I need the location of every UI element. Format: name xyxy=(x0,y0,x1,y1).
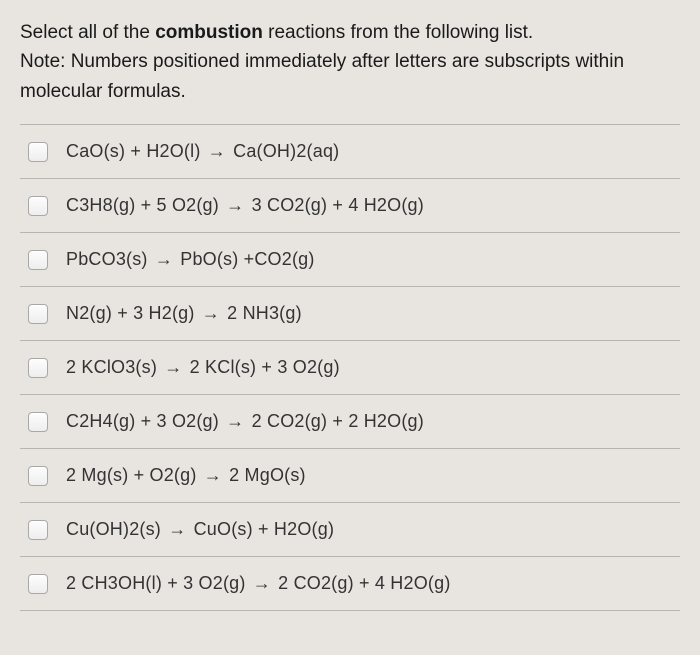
arrow-icon: → xyxy=(206,141,228,162)
reaction-lhs: 2 KClO3(s) xyxy=(66,357,157,377)
reaction-rhs: Ca(OH)2(aq) xyxy=(233,141,339,161)
option-row[interactable]: N2(g) + 3 H2(g) → 2 NH3(g) xyxy=(20,287,680,341)
reaction-rhs: 2 CO2(g) + 4 H2O(g) xyxy=(278,573,450,593)
option-row[interactable]: PbCO3(s) → PbO(s) +CO2(g) xyxy=(20,233,680,287)
option-row[interactable]: CaO(s) + H2O(l) → Ca(OH)2(aq) xyxy=(20,125,680,179)
option-label: 2 KClO3(s) → 2 KCl(s) + 3 O2(g) xyxy=(66,357,670,378)
reaction-lhs: Cu(OH)2(s) xyxy=(66,519,161,539)
reaction-lhs: N2(g) + 3 H2(g) xyxy=(66,303,195,323)
reaction-rhs: CuO(s) + H2O(g) xyxy=(194,519,335,539)
option-row[interactable]: 2 KClO3(s) → 2 KCl(s) + 3 O2(g) xyxy=(20,341,680,395)
question-note: Note: Numbers positioned immediately aft… xyxy=(20,51,624,101)
reaction-rhs: 2 CO2(g) + 2 H2O(g) xyxy=(252,411,424,431)
arrow-icon: → xyxy=(200,303,222,324)
arrow-icon: → xyxy=(251,573,273,594)
reaction-rhs: 2 NH3(g) xyxy=(227,303,302,323)
reaction-rhs: 2 KCl(s) + 3 O2(g) xyxy=(190,357,340,377)
arrow-icon: → xyxy=(162,357,184,378)
option-label: CaO(s) + H2O(l) → Ca(OH)2(aq) xyxy=(66,141,670,162)
option-label: PbCO3(s) → PbO(s) +CO2(g) xyxy=(66,249,670,270)
reaction-rhs: 2 MgO(s) xyxy=(229,465,306,485)
question-part1: Select all of the xyxy=(20,22,155,43)
option-label: 2 CH3OH(l) + 3 O2(g) → 2 CO2(g) + 4 H2O(… xyxy=(66,573,670,594)
reaction-rhs: 3 CO2(g) + 4 H2O(g) xyxy=(252,195,424,215)
option-label: C3H8(g) + 5 O2(g) → 3 CO2(g) + 4 H2O(g) xyxy=(66,195,670,216)
option-label: Cu(OH)2(s) → CuO(s) + H2O(g) xyxy=(66,519,670,540)
checkbox[interactable] xyxy=(28,466,48,486)
reaction-lhs: CaO(s) + H2O(l) xyxy=(66,141,201,161)
option-label: C2H4(g) + 3 O2(g) → 2 CO2(g) + 2 H2O(g) xyxy=(66,411,670,432)
options-list: CaO(s) + H2O(l) → Ca(OH)2(aq) C3H8(g) + … xyxy=(20,124,680,611)
arrow-icon: → xyxy=(166,519,188,540)
option-row[interactable]: 2 Mg(s) + O2(g) → 2 MgO(s) xyxy=(20,449,680,503)
question-part2: reactions from the following list. xyxy=(263,22,533,43)
checkbox[interactable] xyxy=(28,304,48,324)
question-prompt: Select all of the combustion reactions f… xyxy=(20,18,680,106)
reaction-rhs: PbO(s) +CO2(g) xyxy=(180,249,314,269)
option-row[interactable]: C3H8(g) + 5 O2(g) → 3 CO2(g) + 4 H2O(g) xyxy=(20,179,680,233)
reaction-lhs: C2H4(g) + 3 O2(g) xyxy=(66,411,219,431)
option-row[interactable]: 2 CH3OH(l) + 3 O2(g) → 2 CO2(g) + 4 H2O(… xyxy=(20,557,680,611)
reaction-lhs: 2 CH3OH(l) + 3 O2(g) xyxy=(66,573,246,593)
option-label: 2 Mg(s) + O2(g) → 2 MgO(s) xyxy=(66,465,670,486)
reaction-lhs: C3H8(g) + 5 O2(g) xyxy=(66,195,219,215)
checkbox[interactable] xyxy=(28,574,48,594)
checkbox[interactable] xyxy=(28,520,48,540)
arrow-icon: → xyxy=(224,195,246,216)
arrow-icon: → xyxy=(202,465,224,486)
arrow-icon: → xyxy=(224,411,246,432)
reaction-lhs: 2 Mg(s) + O2(g) xyxy=(66,465,197,485)
question-bold: combustion xyxy=(155,22,263,43)
checkbox[interactable] xyxy=(28,358,48,378)
option-row[interactable]: C2H4(g) + 3 O2(g) → 2 CO2(g) + 2 H2O(g) xyxy=(20,395,680,449)
option-label: N2(g) + 3 H2(g) → 2 NH3(g) xyxy=(66,303,670,324)
reaction-lhs: PbCO3(s) xyxy=(66,249,148,269)
checkbox[interactable] xyxy=(28,196,48,216)
checkbox[interactable] xyxy=(28,412,48,432)
option-row[interactable]: Cu(OH)2(s) → CuO(s) + H2O(g) xyxy=(20,503,680,557)
arrow-icon: → xyxy=(153,249,175,270)
checkbox[interactable] xyxy=(28,142,48,162)
checkbox[interactable] xyxy=(28,250,48,270)
